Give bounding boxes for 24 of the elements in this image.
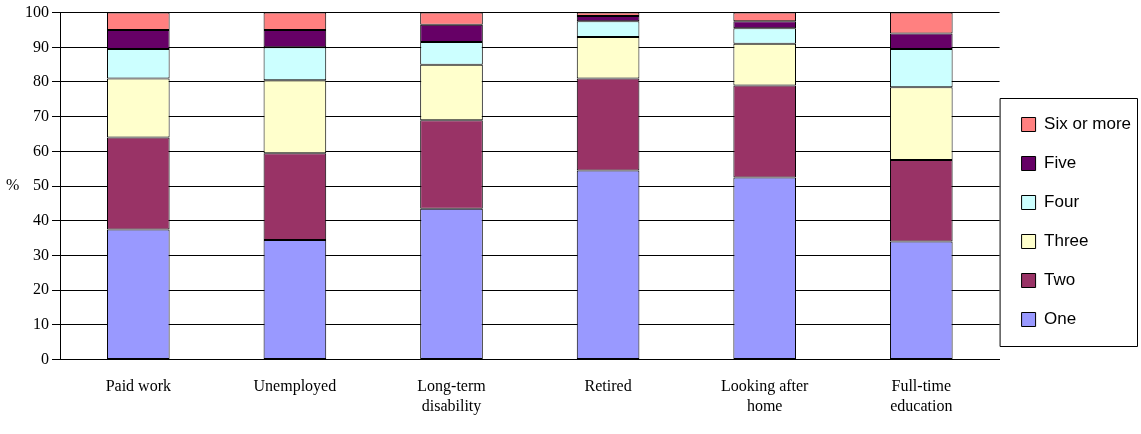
y-tick-label: 60 [33,141,49,159]
y-tick-label: 50 [33,176,49,194]
x-tick-label: Unemployed [253,377,337,396]
y-axis-title: % [6,176,20,194]
y-tick-label: 70 [33,106,49,124]
y-tick-label: 30 [33,245,49,263]
x-tick-label: Long-term disability [417,377,487,415]
legend-label: Six or more [1044,114,1132,134]
y-tick-label: 40 [33,211,49,228]
legend-label: Two [1044,270,1076,290]
legend-label: Four [1044,192,1080,212]
y-tick-label: 10 [33,315,49,333]
legend-label: Three [1044,231,1089,251]
x-tick-label: Looking after home [720,377,810,414]
y-tick-label: 90 [33,37,49,55]
x-tick-label: Retired [584,377,632,395]
x-tick-label: Full-time education [890,377,953,414]
y-tick-label: 100 [25,2,49,20]
y-tick-label: 20 [33,280,49,298]
y-tick-label: 80 [33,72,49,90]
legend-label: Five [1044,153,1077,173]
y-tick-label: 0 [41,349,49,367]
legend-label: One [1044,309,1077,329]
x-tick-label: Paid work [105,377,171,395]
